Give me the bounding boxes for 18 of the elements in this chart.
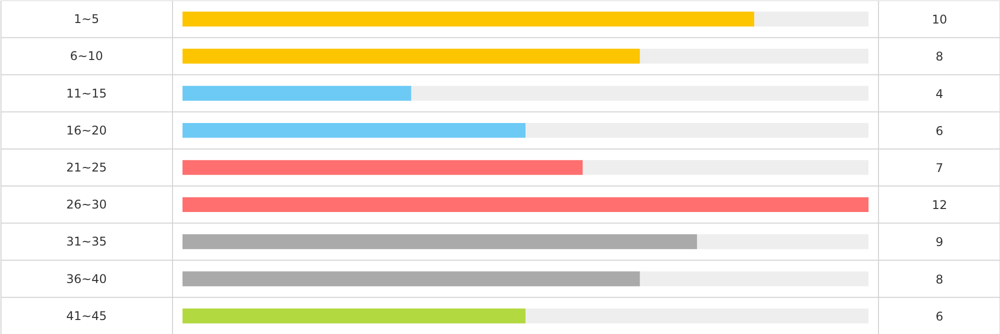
y-tick-label: 26~30 (66, 198, 107, 212)
data-label: 6 (936, 309, 944, 324)
data-label: 10 (932, 12, 948, 27)
y-tick-label: 31~35 (66, 234, 107, 249)
y-tick-label: 41~45 (66, 308, 107, 323)
data-label: 6 (936, 124, 944, 138)
data-label: 8 (936, 272, 944, 286)
y-tick-label: 11~15 (66, 86, 107, 100)
data-label: 9 (936, 235, 944, 250)
data-label: 8 (936, 50, 944, 64)
data-label: 12 (932, 198, 948, 212)
y-tick-label: 36~40 (66, 272, 107, 286)
y-tick-label: 6~10 (70, 49, 103, 64)
y-tick-label: 21~25 (66, 160, 107, 174)
y-tick-label: 1~5 (74, 12, 100, 26)
data-label: 4 (936, 86, 944, 101)
y-tick-label: 16~20 (66, 123, 107, 138)
data-label: 7 (936, 161, 944, 175)
